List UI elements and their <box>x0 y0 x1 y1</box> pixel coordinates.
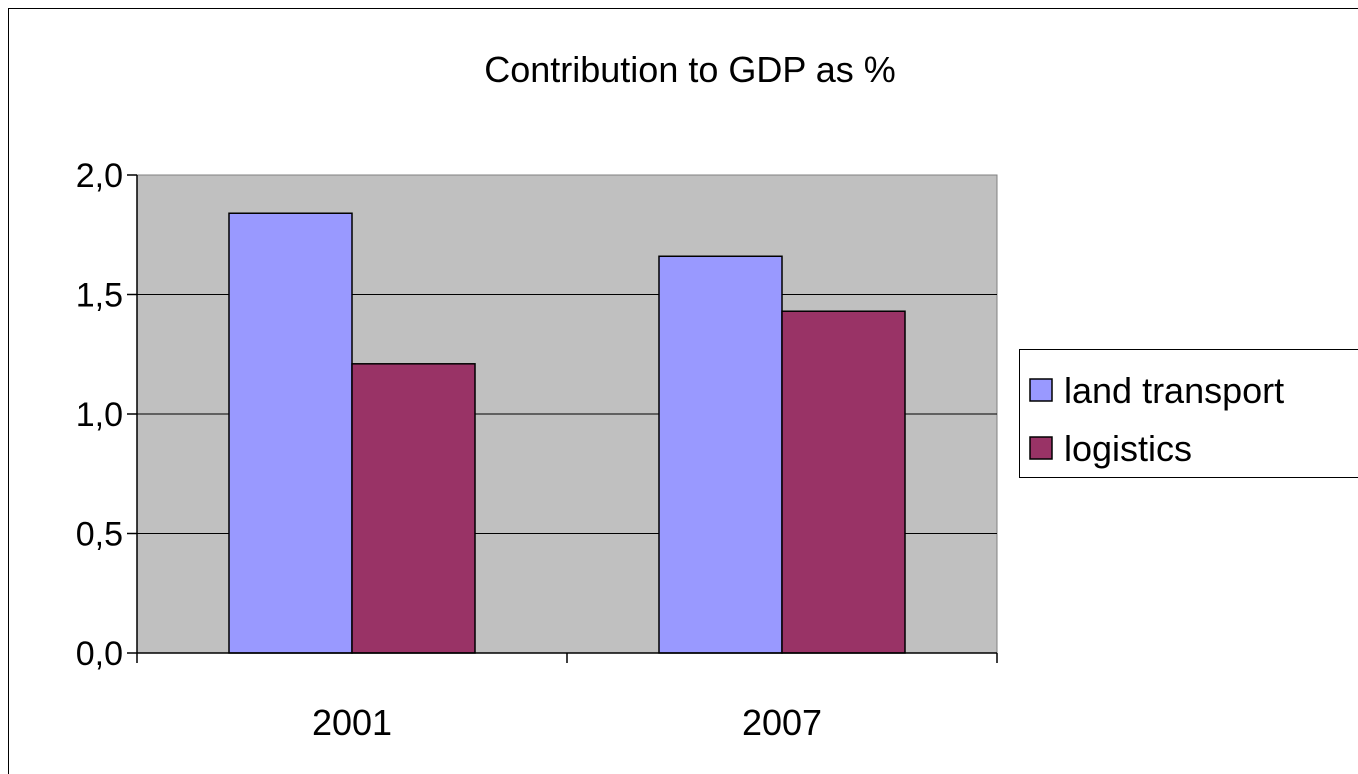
bars <box>228 212 906 654</box>
bar-logistics-2001 <box>351 363 476 654</box>
x-tick-label-2001: 2001 <box>312 702 392 743</box>
chart-title: Contribution to GDP as % <box>484 49 896 90</box>
x-tick-label-2007: 2007 <box>742 702 822 743</box>
bar-land-transport-2001 <box>228 212 353 654</box>
legend-swatch-land-transport <box>1029 378 1053 402</box>
bar-land-transport-2007 <box>658 255 783 654</box>
y-tick-label-1: 0,5 <box>76 516 123 554</box>
legend-swatch-logistics <box>1029 436 1053 460</box>
bar-logistics-2007 <box>781 310 906 654</box>
y-tick-label-0: 0,0 <box>76 635 123 673</box>
legend-label-logistics: logistics <box>1064 428 1192 469</box>
legend-label-land-transport: land transport <box>1064 370 1284 411</box>
y-tick-label-2: 1,0 <box>76 396 123 434</box>
axes: 0,0 0,5 1,0 1,5 2,0 2001 2007 <box>76 157 998 743</box>
legend: land transport logistics <box>1019 349 1358 478</box>
y-tick-label-3: 1,5 <box>76 277 123 315</box>
legend-box <box>1019 349 1358 478</box>
y-tick-label-4: 2,0 <box>76 157 123 195</box>
